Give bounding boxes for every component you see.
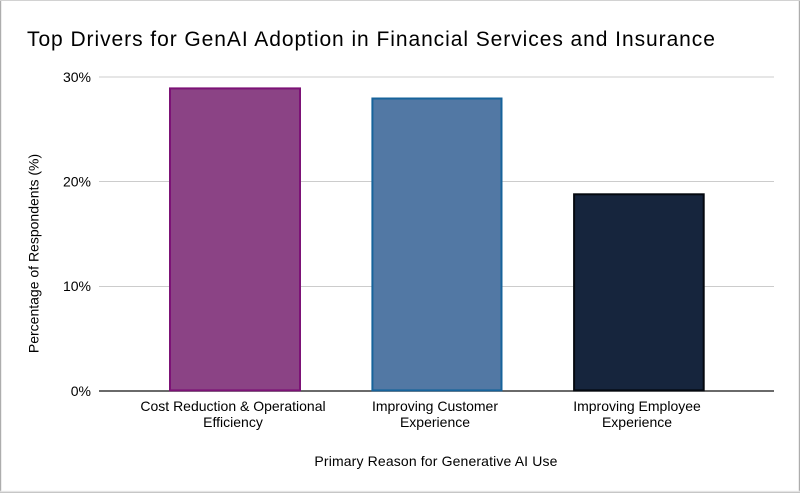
svg-text:Primary Reason for Generative: Primary Reason for Generative AI Use xyxy=(314,453,557,469)
svg-text:Experience: Experience xyxy=(400,414,470,430)
svg-text:Top Drivers for GenAI Adoption: Top Drivers for GenAI Adoption in Financ… xyxy=(27,28,716,51)
svg-text:Experience: Experience xyxy=(602,414,672,430)
svg-text:Cost Reduction & Operational: Cost Reduction & Operational xyxy=(140,398,325,414)
svg-text:Improving Employee: Improving Employee xyxy=(573,398,701,414)
svg-text:Percentage of Respondents (%): Percentage of Respondents (%) xyxy=(25,154,41,353)
svg-text:30%: 30% xyxy=(63,69,91,85)
svg-text:Efficiency: Efficiency xyxy=(203,414,263,430)
svg-text:20%: 20% xyxy=(63,174,91,190)
svg-text:0%: 0% xyxy=(71,383,91,399)
svg-text:10%: 10% xyxy=(63,278,91,294)
svg-text:Improving Customer: Improving Customer xyxy=(372,398,498,414)
